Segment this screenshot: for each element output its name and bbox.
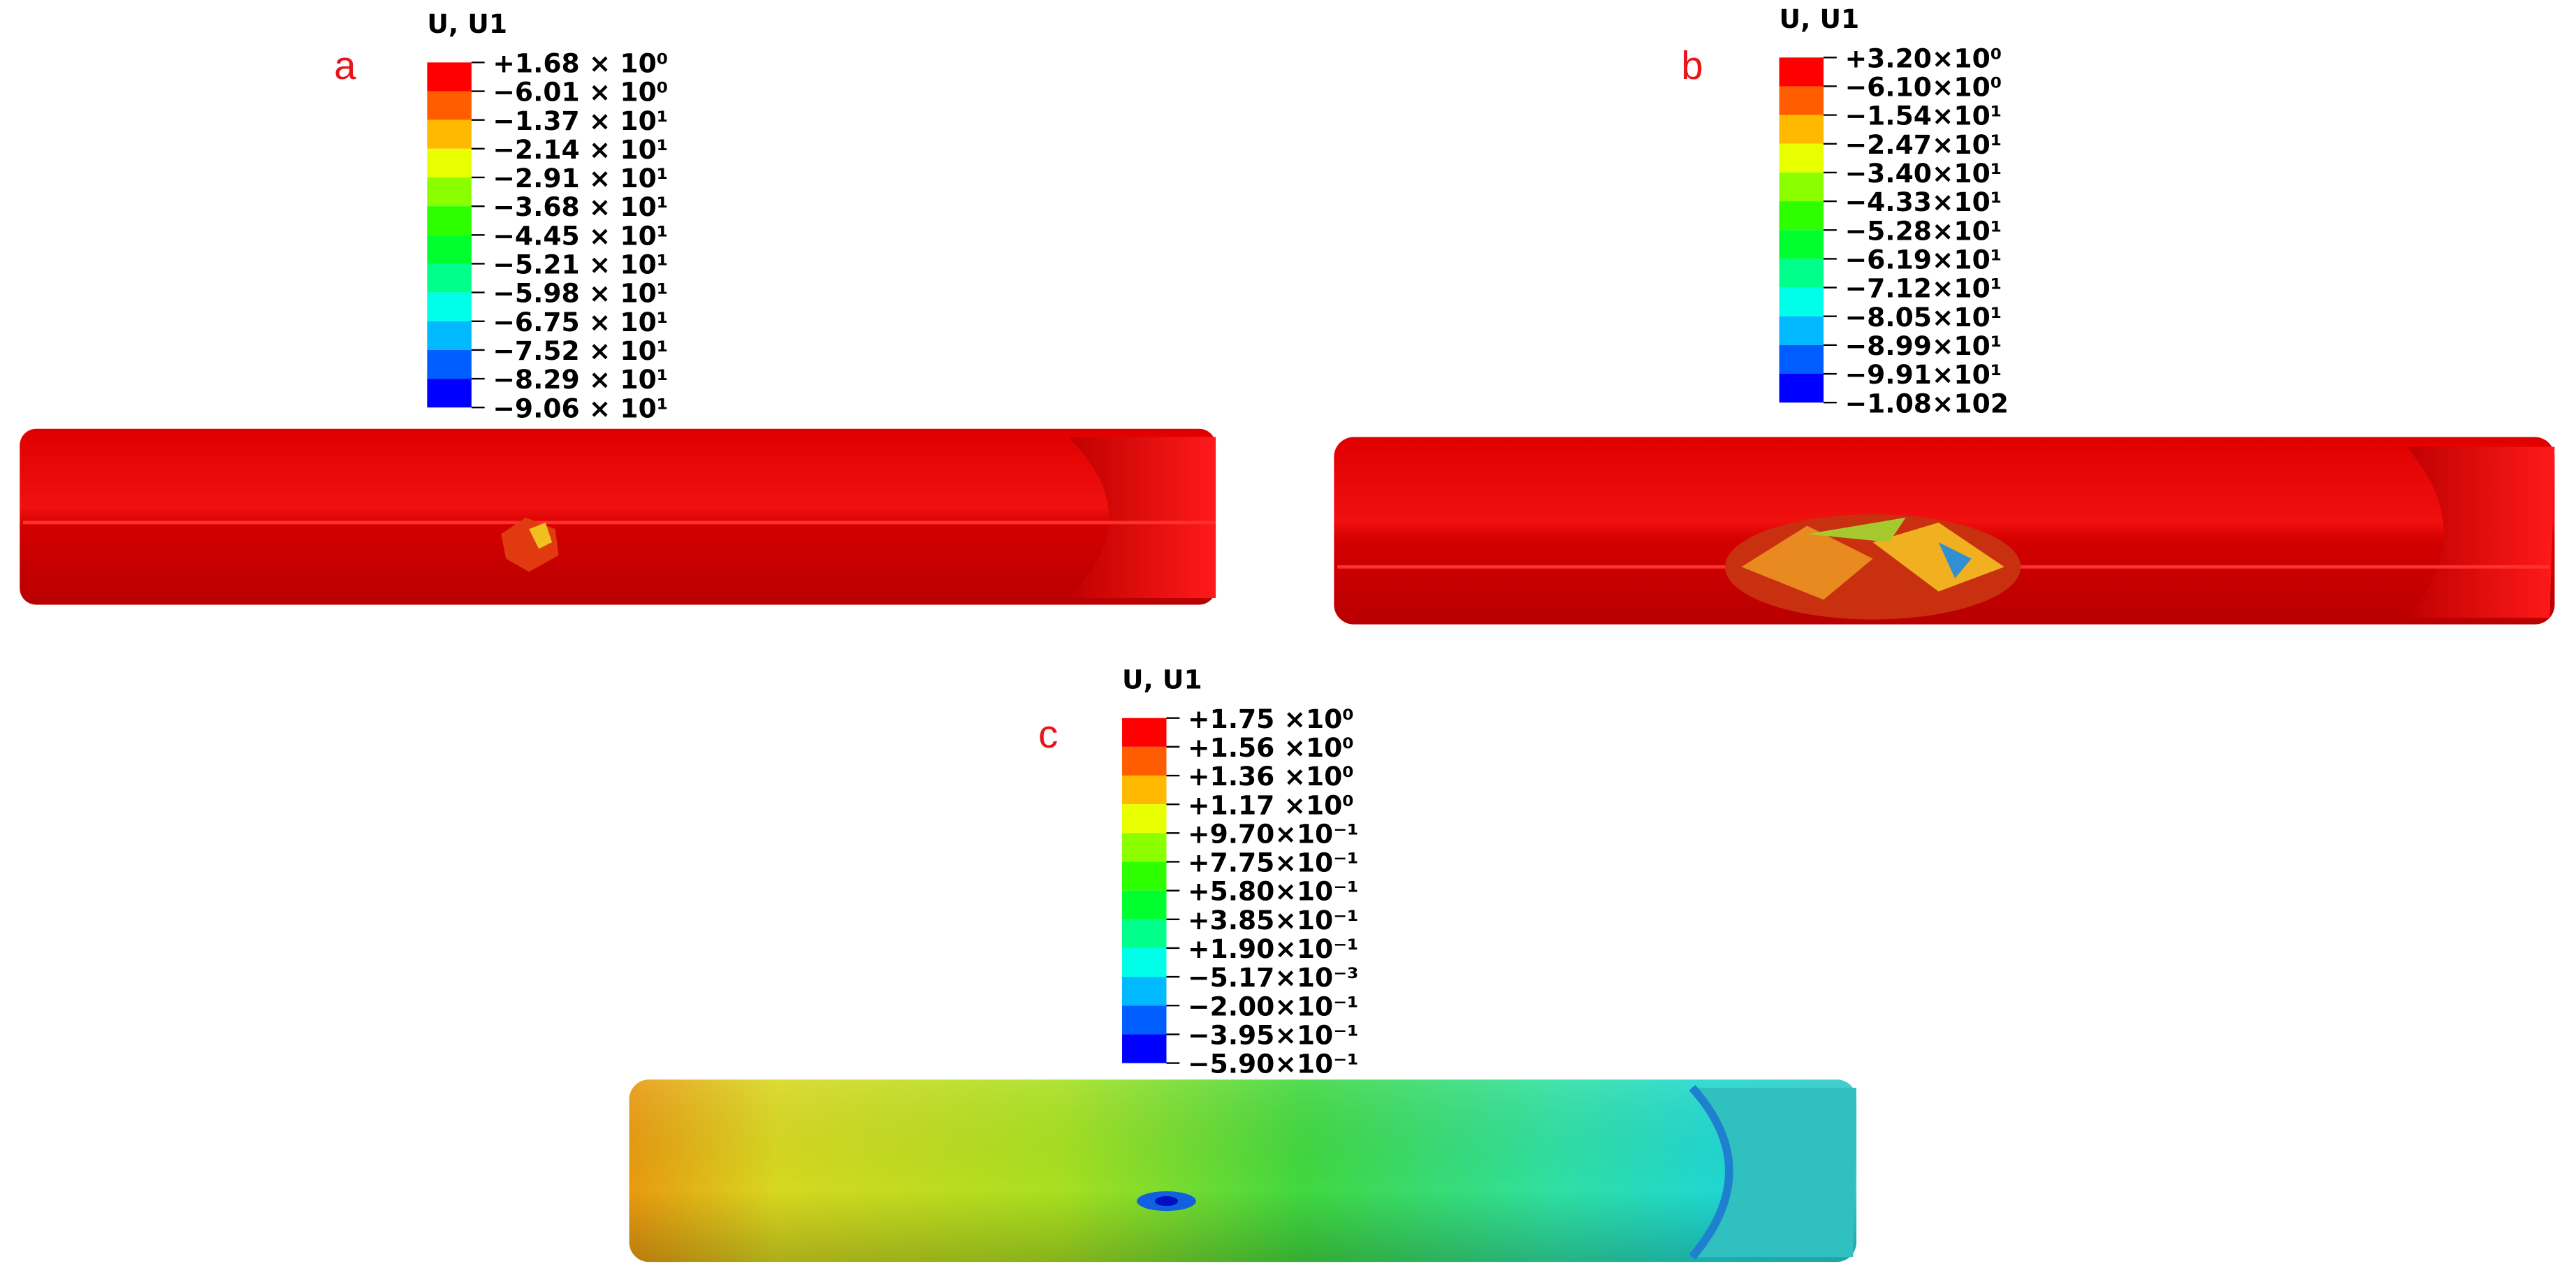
tube-c [629, 1079, 1857, 1263]
legend-swatch [1122, 1034, 1167, 1063]
legend-label: +9.70×10⁻¹ [1188, 818, 1358, 849]
legend-label: −1.37 × 10¹ [493, 106, 668, 136]
legend-label: −2.14 × 10¹ [493, 134, 668, 165]
legend-label: −2.47×10¹ [1845, 129, 2002, 160]
panel-0: aU, U1+1.68 × 10⁰−6.01 × 10⁰−1.37 × 10¹−… [334, 8, 668, 423]
legend-label: −9.06 × 10¹ [493, 393, 668, 423]
legend-label: −2.00×10⁻¹ [1188, 991, 1358, 1021]
panel-label: c [1038, 712, 1058, 756]
legend-swatch [1779, 344, 1824, 374]
legend-label: +1.17 ×10⁰ [1188, 790, 1354, 820]
legend-swatch [1779, 57, 1824, 87]
legend-swatch [1122, 718, 1167, 747]
legend-swatch [427, 349, 472, 379]
panel-2: c U, U1 +1.75 ×10⁰+1.56 ×10⁰+1.36 ×10⁰+1.1… [1038, 664, 1358, 1079]
legend-swatch [1779, 201, 1824, 231]
legend-label: −8.29 × 10¹ [493, 364, 668, 395]
panel-label: b [1681, 43, 1703, 87]
legends: aU, U1+1.68 × 10⁰−6.01 × 10⁰−1.37 × 10¹−… [334, 3, 2009, 1079]
legend-label: −3.68 × 10¹ [493, 191, 668, 222]
legend-label: +3.85×10⁻¹ [1188, 905, 1358, 936]
legend-swatch [1122, 977, 1167, 1006]
legend-swatch [427, 62, 472, 92]
panel-1: b U, U1 +3.20×10⁰−6.10×10⁰−1.54×10¹−2.47×1… [1681, 3, 2009, 419]
legend-label: +1.68 × 10⁰ [493, 48, 668, 78]
legend-label: −5.21 × 10¹ [493, 249, 668, 280]
legend-label: −5.98 × 10¹ [493, 278, 668, 309]
legend-label: +1.36 ×10⁰ [1188, 761, 1354, 792]
legend-swatch [427, 379, 472, 408]
legend-swatch [1779, 230, 1824, 259]
legend-label: −5.28×10¹ [1845, 215, 2002, 246]
legend-label: −9.91×10¹ [1845, 359, 2002, 390]
legend-swatch [1779, 316, 1824, 345]
legend-title: U, U1 [1780, 3, 1860, 34]
legend-swatch [1122, 919, 1167, 948]
panel-label: a [334, 43, 356, 87]
legend-swatch [1122, 861, 1167, 891]
legend-label: −5.90×10⁻¹ [1188, 1049, 1358, 1079]
legend-label: +7.75×10⁻¹ [1188, 848, 1358, 878]
legend-swatch [1122, 746, 1167, 776]
legend-label: −6.10×10⁰ [1845, 72, 2002, 103]
legend-title: U, U1 [1122, 664, 1202, 694]
legend-label: −6.75 × 10¹ [493, 307, 668, 337]
legend-swatch [427, 119, 472, 149]
legend-swatch [1779, 86, 1824, 115]
legend-label: −6.01 × 10⁰ [493, 77, 668, 108]
legend-swatch [427, 292, 472, 321]
legend-label: −8.05×10¹ [1845, 302, 2002, 333]
legend-label: −3.95×10⁻¹ [1188, 1020, 1358, 1051]
legend-swatch [1779, 259, 1824, 288]
legend-swatch [427, 263, 472, 293]
legend-swatch [427, 206, 472, 235]
legend-label: −8.99×10¹ [1845, 330, 2002, 361]
legend-label: −4.33×10¹ [1845, 187, 2002, 217]
tube-a [20, 428, 1216, 605]
legend-swatch [427, 177, 472, 207]
legend-swatch [1779, 143, 1824, 173]
legend-label: −6.19×10¹ [1845, 245, 2002, 275]
legend-swatch [427, 91, 472, 120]
legend-label: −1.54×10¹ [1845, 101, 2002, 131]
legend-swatch [1779, 287, 1824, 317]
legend-swatch [1779, 374, 1824, 403]
legend-swatch [1122, 947, 1167, 977]
legend-swatch [427, 321, 472, 350]
legend-swatch [1122, 890, 1167, 919]
legend-label: −5.17×10⁻³ [1188, 962, 1358, 993]
legend-label: −3.40×10¹ [1845, 158, 2002, 189]
legend-label: −1.08×102 [1845, 388, 2009, 419]
tube-b [1334, 437, 2555, 625]
legend-swatch [1122, 833, 1167, 862]
legend-label: +5.80×10⁻¹ [1188, 876, 1358, 907]
legend-label: −7.52 × 10¹ [493, 335, 668, 366]
legend-label: −2.91 × 10¹ [493, 163, 668, 194]
legend-label: +1.75 ×10⁰ [1188, 704, 1354, 734]
legend-swatch [1122, 804, 1167, 834]
legend-label: +1.56 ×10⁰ [1188, 732, 1354, 763]
legend-swatch [1779, 115, 1824, 144]
legend-title: U, U1 [427, 8, 507, 39]
legend-label: −4.45 × 10¹ [493, 220, 668, 251]
legend-swatch [1122, 776, 1167, 805]
legend-swatch [427, 235, 472, 264]
legend-swatch [1779, 172, 1824, 202]
legend-label: +1.90×10⁻¹ [1188, 933, 1358, 964]
legend-swatch [1122, 1005, 1167, 1035]
legend-label: −7.12×10¹ [1845, 273, 2002, 304]
legend-label: +3.20×10⁰ [1845, 43, 2002, 73]
legend-swatch [427, 148, 472, 177]
